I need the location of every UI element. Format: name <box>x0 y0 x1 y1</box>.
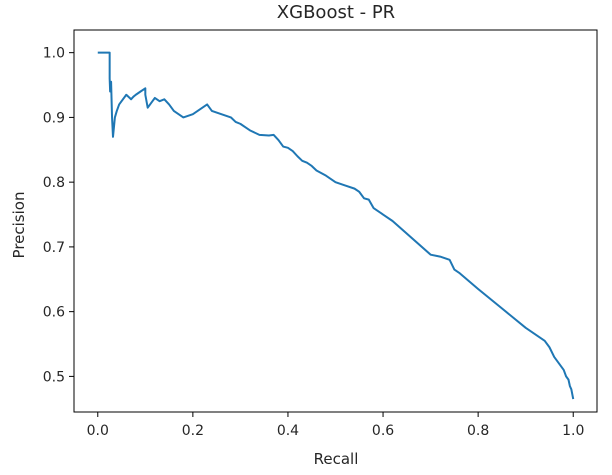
x-tick-label: 0.8 <box>467 423 489 439</box>
x-tick-label: 0.6 <box>372 423 394 439</box>
y-tick-label: 0.8 <box>43 175 65 191</box>
precision-recall-line <box>97 51 575 400</box>
y-tick-label: 0.5 <box>43 369 65 385</box>
x-tick-label: 1.0 <box>562 423 584 439</box>
y-tick-label: 0.9 <box>43 110 65 126</box>
y-tick-label: 1.0 <box>43 46 65 62</box>
y-axis-label: Precision <box>10 192 28 259</box>
y-tick-label: 0.6 <box>43 305 65 321</box>
y-axis-ticks: 0.5 0.6 0.7 0.8 0.9 1.0 <box>43 46 74 385</box>
x-tick-label: 0.4 <box>277 423 299 439</box>
axes-frame <box>73 29 598 413</box>
x-axis-ticks: 0.0 0.2 0.4 0.6 0.8 1.0 <box>87 412 584 439</box>
x-tick-label: 0.0 <box>87 423 109 439</box>
x-axis-label: Recall <box>314 450 359 468</box>
y-tick-label: 0.7 <box>43 240 65 256</box>
x-tick-label: 0.2 <box>182 423 204 439</box>
chart-title: XGBoost - PR <box>277 2 395 23</box>
